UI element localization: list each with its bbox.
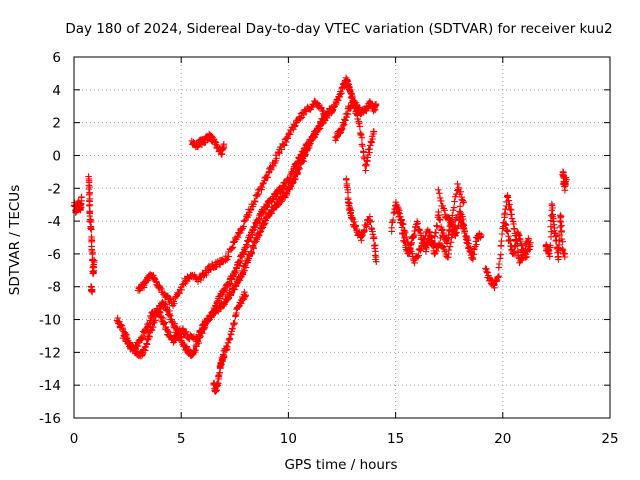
data-point-markers [188, 130, 228, 158]
x-tick-label: 25 [601, 431, 618, 447]
series-segment [119, 111, 328, 360]
data-point-markers [559, 168, 570, 194]
data-point-markers [134, 97, 331, 309]
y-tick-label: 4 [52, 83, 61, 99]
series-segment [435, 180, 468, 228]
x-tick-label: 10 [280, 431, 297, 447]
y-tick-label: 2 [52, 116, 61, 132]
series-segment [210, 351, 228, 395]
chart-title: Day 180 of 2024, Sidereal Day-to-day VTE… [65, 21, 612, 37]
y-tick-label: -10 [39, 313, 61, 329]
data-point-markers [435, 180, 468, 228]
data-point-markers [210, 351, 228, 395]
y-tick-label: -12 [39, 345, 61, 361]
series-segment [85, 173, 98, 277]
y-tick-label: -2 [48, 181, 61, 197]
y-tick-label: 0 [52, 148, 61, 164]
y-tick-label: 6 [52, 50, 61, 66]
x-axis-label: GPS time / hours [284, 457, 397, 473]
series-segment [542, 200, 569, 263]
data-series [70, 74, 570, 395]
x-tick-label: 15 [387, 431, 404, 447]
y-tick-label: -6 [48, 247, 61, 263]
x-tick-label: 5 [177, 431, 186, 447]
x-tick-label: 0 [70, 431, 79, 447]
series-segment [134, 97, 331, 309]
y-tick-label: -16 [39, 411, 61, 427]
data-point-markers [542, 200, 569, 263]
tick-labels: 0 5 10 15 20 25 -16 -14 -12 -10 -8 -6 -4 -2 0 2 4 6 [39, 50, 619, 447]
series-segment [343, 175, 380, 265]
series-segment [392, 198, 477, 267]
series-segment [501, 220, 534, 261]
data-point-markers [343, 175, 380, 265]
x-tick-label: 20 [494, 431, 511, 447]
y-axis-label: SDTVAR / TECUs [7, 185, 23, 295]
grid-lines [74, 57, 610, 418]
series-segment [87, 283, 96, 296]
data-point-markers [331, 98, 378, 174]
data-point-markers [220, 288, 249, 355]
data-point-markers [85, 173, 98, 277]
y-tick-label: -4 [48, 214, 61, 230]
data-point-markers [392, 198, 477, 267]
series-segment [559, 168, 570, 194]
data-point-markers [119, 111, 328, 360]
series-segment [331, 98, 378, 174]
axis-ticks [73, 56, 611, 419]
data-point-markers [87, 283, 96, 296]
plot-frame [73, 56, 611, 419]
data-point-markers [501, 220, 534, 261]
series-segment [220, 288, 249, 355]
series-segment [188, 130, 228, 158]
y-tick-label: -14 [39, 378, 61, 394]
y-tick-label: -8 [48, 280, 61, 296]
